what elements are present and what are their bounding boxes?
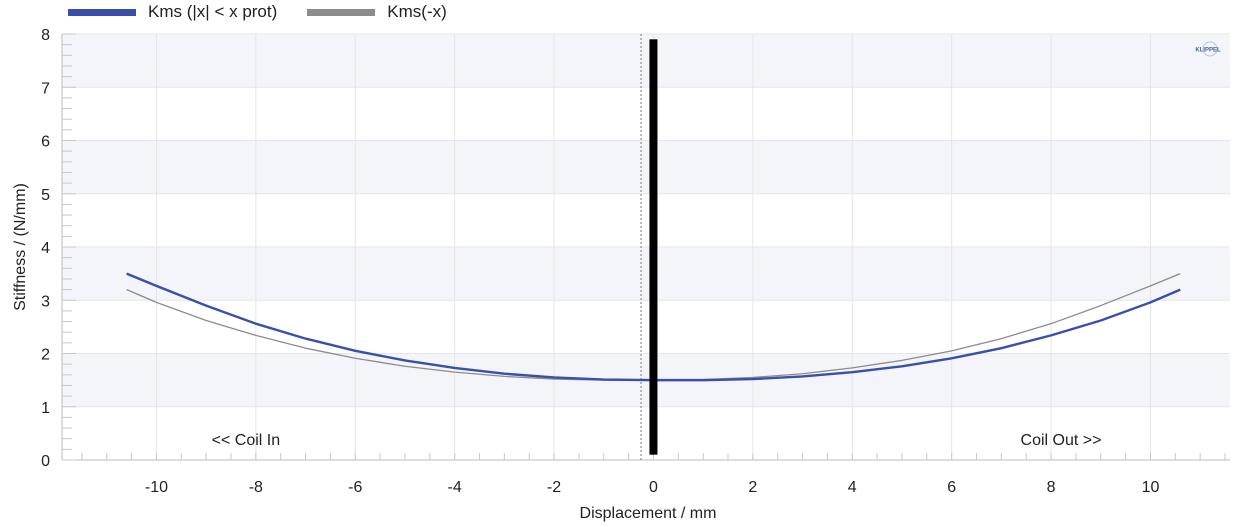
y-axis-title: Stiffness / (N/mm) xyxy=(12,183,29,311)
x-tick-label: 2 xyxy=(748,479,757,496)
x-tick-label: -8 xyxy=(249,479,263,496)
y-tick-label: 0 xyxy=(41,453,50,470)
y-tick-label: 5 xyxy=(41,187,50,204)
y-tick-label: 1 xyxy=(41,400,50,417)
y-tick-label: 2 xyxy=(41,347,50,364)
x-tick-label: -2 xyxy=(547,479,561,496)
x-axis-title: Displacement / mm xyxy=(580,505,717,522)
legend-item-kms: Kms (|x| < x prot) xyxy=(68,2,277,22)
klippel-logo-text: KLIPPEL xyxy=(1195,48,1221,54)
x-tick-label: 10 xyxy=(1142,479,1160,496)
plot-band xyxy=(62,34,1230,88)
x-tick-label: 6 xyxy=(947,479,956,496)
x-tick-label: 0 xyxy=(649,479,658,496)
x-tick-label: -10 xyxy=(145,479,168,496)
legend-swatch-kms xyxy=(68,8,136,16)
klippel-logo: KLIPPEL xyxy=(1195,41,1221,57)
legend-label-kms: Kms (|x| < x prot) xyxy=(148,2,278,21)
protection-limit-bar xyxy=(649,39,658,455)
x-tick-label: 8 xyxy=(1047,479,1056,496)
plot-band xyxy=(62,247,1230,301)
annotation-coil-in: << Coil In xyxy=(212,432,280,449)
y-tick-label: 8 xyxy=(41,27,50,44)
y-tick-label: 7 xyxy=(41,80,50,97)
y-tick-label: 3 xyxy=(41,293,50,310)
x-tick-label: -6 xyxy=(348,479,362,496)
legend-label-kms-neg: Kms(-x) xyxy=(387,2,447,21)
annotation-coil-out: Coil Out >> xyxy=(1021,432,1102,449)
chart-legend: Kms (|x| < x prot) Kms(-x) xyxy=(68,2,477,22)
legend-item-kms-neg: Kms(-x) xyxy=(307,2,447,22)
plot-band xyxy=(62,140,1230,194)
y-tick-label: 4 xyxy=(41,240,50,257)
y-tick-label: 6 xyxy=(41,134,50,151)
legend-swatch-kms-neg xyxy=(307,8,376,16)
x-tick-label: -4 xyxy=(448,479,462,496)
x-tick-label: 4 xyxy=(848,479,857,496)
